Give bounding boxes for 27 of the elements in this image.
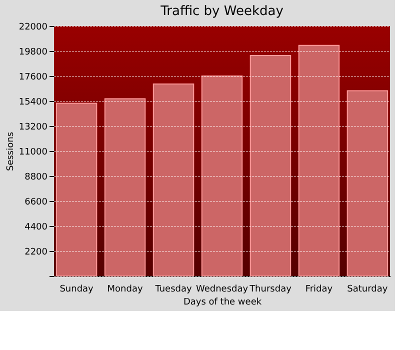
y-tick-label: 19800	[18, 48, 48, 58]
bar	[346, 90, 388, 276]
y-axis-title: Sessions	[6, 132, 16, 172]
x-tick-label: Thursday	[248, 284, 292, 294]
x-tick-label: Monday	[107, 284, 144, 294]
bar	[201, 76, 243, 276]
y-tick-label: 4400	[24, 222, 48, 232]
bar	[298, 44, 340, 276]
bar	[104, 98, 146, 276]
y-tick-label: 8800	[24, 172, 48, 182]
x-tick-label: Wednesday	[196, 284, 249, 294]
x-tick-label: Friday	[305, 284, 334, 294]
x-tick-label: Saturday	[347, 284, 388, 294]
x-axis-title: Days of the week	[183, 298, 262, 308]
bar	[250, 55, 292, 276]
x-tick-label: Sunday	[60, 284, 94, 294]
y-tick-label: 6600	[24, 198, 48, 208]
y-tick-label: 13200	[18, 122, 48, 132]
bar	[56, 102, 98, 276]
y-tick-label: 22000	[18, 22, 48, 32]
chart-title: Traffic by Weekday	[160, 4, 284, 19]
y-tick-label: 11000	[18, 148, 48, 158]
y-tick-label: 15400	[18, 98, 48, 108]
bar	[152, 83, 194, 276]
x-tick-label: Tuesday	[154, 284, 192, 294]
y-tick-label: 17600	[18, 72, 48, 82]
y-tick-label: 2200	[24, 248, 48, 258]
